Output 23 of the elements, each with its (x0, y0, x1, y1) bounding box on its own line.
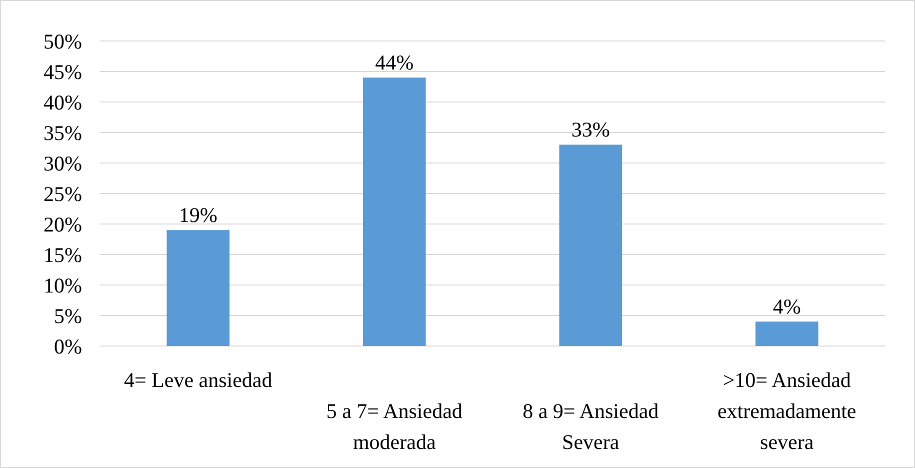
data-label: 44% (375, 50, 414, 75)
y-tick-label: 20% (44, 212, 82, 236)
y-tick-label: 0% (54, 334, 82, 358)
x-tick-label: >10= Ansiedad extremadamente severa (717, 368, 856, 454)
y-tick-label: 15% (44, 242, 82, 267)
y-tick-label: 40% (44, 90, 82, 114)
x-tick-label: 5 a 7= Ansiedad moderada (326, 399, 463, 454)
y-tick-label: 30% (44, 151, 82, 176)
data-label: 19% (178, 203, 218, 228)
y-tick-label: 45% (44, 60, 82, 84)
data-label: 33% (571, 118, 610, 142)
y-tick-label: 5% (54, 304, 82, 328)
y-tick-label: 50% (44, 29, 82, 54)
y-tick-label: 25% (44, 182, 82, 206)
y-tick-label: 35% (44, 120, 82, 145)
bar (166, 230, 230, 346)
data-label: 4% (772, 294, 801, 319)
x-tick-label: 8 a 9= Ansiedad Severa (522, 399, 660, 454)
bar (559, 144, 622, 346)
x-tick-label: 4= Leve ansiedad (124, 368, 273, 392)
y-tick-label: 10% (44, 273, 82, 298)
bar (362, 78, 426, 346)
bar (755, 322, 818, 346)
